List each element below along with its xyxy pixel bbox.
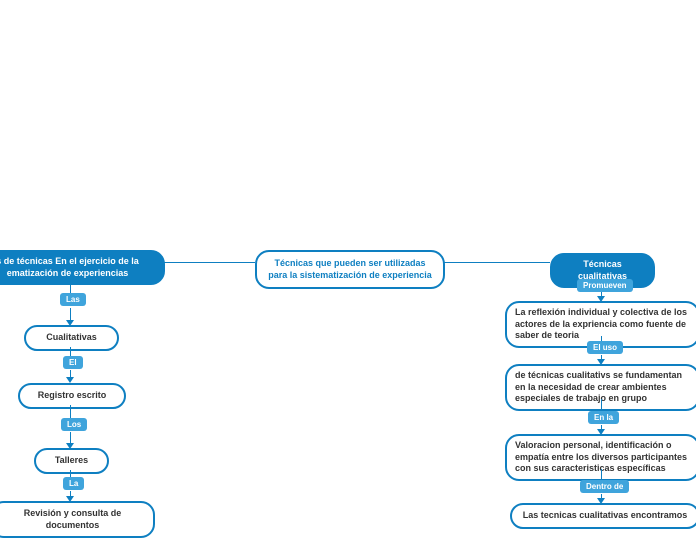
node-registro-text: Registro escrito [38, 390, 107, 400]
node-tecnicas-detail-text: de técnicas cualitativs se fundamentan e… [515, 370, 682, 403]
node-cualitativas: Cualitativas [24, 325, 119, 351]
label-promueven: Promueven [577, 279, 633, 292]
conn-l1 [70, 275, 71, 293]
label-el: El [63, 356, 83, 369]
conn-l5 [70, 405, 71, 418]
node-registro: Registro escrito [18, 383, 126, 409]
connector-h2 [440, 262, 550, 263]
node-talleres: Talleres [34, 448, 109, 474]
label-los: Los [61, 418, 87, 431]
node-cualitativas-text: Cualitativas [46, 332, 97, 342]
label-la: La [63, 477, 84, 490]
node-encontramos-text: Las tecnicas cualitativas encontramos [523, 510, 688, 520]
node-encontramos: Las tecnicas cualitativas encontramos [510, 503, 696, 529]
node-right-root-text: Técnicas cualitativas [578, 259, 627, 281]
node-center-root: Técnicas que pueden ser utilizadas para … [255, 250, 445, 289]
label-eluso: El uso [587, 341, 623, 354]
conn-r5 [601, 399, 602, 411]
node-talleres-text: Talleres [55, 455, 88, 465]
node-left-root: s de técnicas En el ejercicio de la emat… [0, 250, 165, 285]
label-dentrode: Dentro de [580, 480, 629, 493]
label-enla: En la [588, 411, 619, 424]
node-revision-text: Revisión y consulta de documentos [24, 508, 122, 530]
node-center-root-text: Técnicas que pueden ser utilizadas para … [268, 258, 432, 280]
label-las: Las [60, 293, 86, 306]
